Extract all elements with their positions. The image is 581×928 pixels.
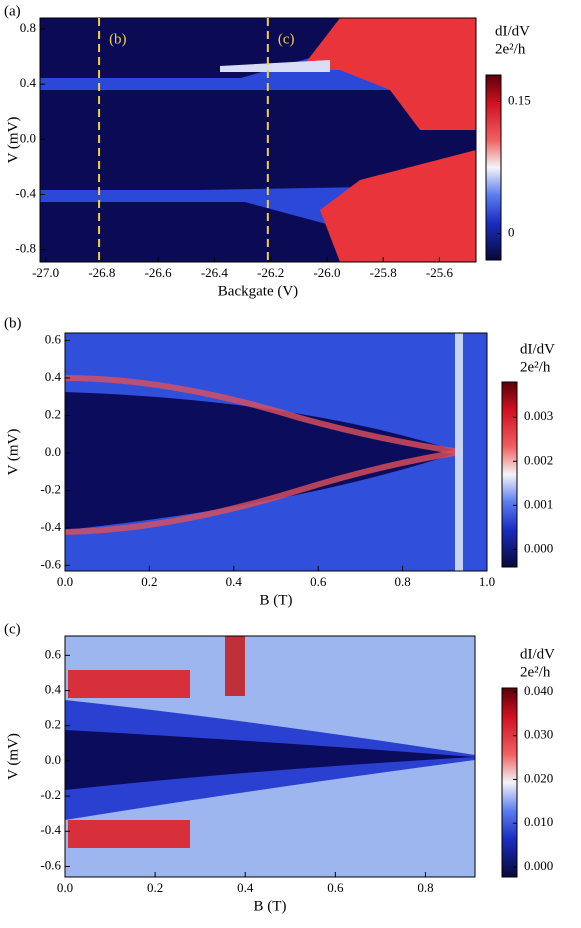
y-axis-label: V (mV) — [5, 429, 21, 476]
colorbar — [501, 687, 518, 878]
colorbar-label: dI/dV — [520, 341, 555, 357]
colorbar-tick-label: 0.040 — [524, 683, 553, 698]
plot-frame — [64, 332, 488, 572]
plot-frame — [64, 635, 476, 878]
x-tick-label: 0.4 — [226, 574, 243, 589]
x-tick-label: 0.0 — [57, 574, 73, 589]
x-axis-label: B (T) — [260, 592, 293, 608]
colorbar-tick-label: 0.000 — [524, 858, 553, 873]
plot-frame — [39, 17, 477, 263]
colorbar-tick-label: 0.001 — [524, 496, 553, 511]
y-tick-label: 0.4 — [20, 75, 37, 90]
y-tick-label: 0.0 — [45, 752, 61, 767]
colorbar — [501, 381, 518, 568]
x-tick-label: -26.8 — [88, 265, 115, 280]
colorbar-tick-label: 0 — [508, 225, 515, 240]
y-tick-label: -0.4 — [40, 519, 61, 534]
y-tick-label: -0.2 — [40, 787, 61, 802]
heatmap-image — [65, 636, 475, 877]
colorbar-tick-label: 0.000 — [524, 540, 553, 555]
x-tick-label: 0.6 — [310, 574, 327, 589]
y-tick-label: -0.6 — [40, 556, 61, 571]
heatmap-image — [40, 18, 476, 262]
y-tick-label: 0.2 — [45, 717, 61, 732]
x-tick-label: 0.0 — [57, 880, 73, 895]
marker-label: (c) — [278, 31, 295, 47]
y-tick-label: 0.0 — [45, 444, 61, 459]
y-tick-label: 0.6 — [45, 646, 62, 661]
y-tick-label: 0.0 — [20, 130, 36, 145]
y-tick-label: -0.4 — [15, 185, 36, 200]
y-tick-label: 0.4 — [45, 369, 62, 384]
colorbar-tick-label: 0.15 — [508, 92, 531, 107]
x-tick-label: -25.6 — [426, 265, 454, 280]
colorbar-label: 2e²/h — [520, 359, 551, 375]
x-tick-label: 0.2 — [147, 880, 163, 895]
x-tick-label: -26.0 — [313, 265, 340, 280]
colorbar — [485, 74, 502, 261]
colorbar-label: 2e²/h — [520, 664, 551, 680]
colorbar-tick-label: 0.030 — [524, 727, 553, 742]
x-tick-label: 0.6 — [327, 880, 344, 895]
marker-label: (b) — [109, 31, 127, 47]
colorbar-tick-label: 0.020 — [524, 770, 553, 785]
x-axis-label: B (T) — [254, 898, 287, 914]
colorbar-tick-label: 0.010 — [524, 814, 553, 829]
panel-label: (a) — [4, 3, 21, 19]
x-tick-label: 0.8 — [394, 574, 410, 589]
y-tick-label: 0.2 — [45, 406, 61, 421]
x-tick-label: 0.4 — [237, 880, 254, 895]
y-axis-label: V (mV) — [5, 117, 21, 164]
y-tick-label: -0.6 — [40, 857, 61, 872]
x-tick-label: -27.0 — [32, 265, 59, 280]
x-tick-label: -25.8 — [370, 265, 397, 280]
y-tick-label: -0.4 — [40, 822, 61, 837]
x-tick-label: 0.8 — [417, 880, 433, 895]
x-tick-label: -26.4 — [201, 265, 229, 280]
y-axis-label: V (mV) — [5, 733, 21, 780]
x-tick-label: 0.2 — [141, 574, 157, 589]
colorbar-label: dI/dV — [520, 646, 555, 662]
heatmap-image — [65, 333, 487, 571]
y-tick-label: 0.4 — [45, 682, 62, 697]
y-tick-label: 0.6 — [45, 331, 62, 346]
panel-label: (c) — [4, 621, 21, 637]
x-tick-label: -26.2 — [257, 265, 284, 280]
colorbar-tick-label: 0.002 — [524, 452, 553, 467]
x-tick-label: 1.0 — [479, 574, 495, 589]
x-axis-label: Backgate (V) — [218, 283, 298, 299]
x-tick-label: -26.6 — [145, 265, 173, 280]
y-tick-label: 0.8 — [20, 20, 36, 35]
colorbar-tick-label: 0.003 — [524, 408, 553, 423]
colorbar-label: 2e²/h — [495, 41, 526, 57]
y-tick-label: -0.2 — [40, 481, 61, 496]
panel-label: (b) — [4, 315, 22, 331]
y-tick-label: -0.8 — [15, 241, 36, 256]
colorbar-label: dI/dV — [495, 23, 530, 39]
